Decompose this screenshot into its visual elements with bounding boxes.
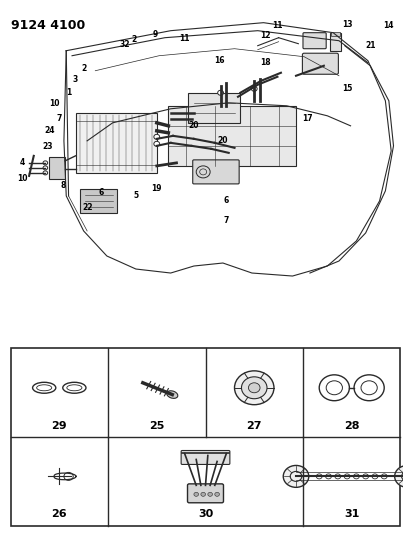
Bar xyxy=(188,93,240,123)
Text: 11: 11 xyxy=(179,34,190,43)
Circle shape xyxy=(201,492,206,496)
FancyBboxPatch shape xyxy=(193,160,239,184)
Bar xyxy=(169,106,296,166)
Text: 3: 3 xyxy=(73,75,78,84)
Text: 9: 9 xyxy=(153,30,158,39)
Circle shape xyxy=(242,377,267,399)
Text: 10: 10 xyxy=(17,174,28,183)
Circle shape xyxy=(381,474,387,479)
Circle shape xyxy=(248,383,260,393)
Circle shape xyxy=(372,474,378,479)
Text: 20: 20 xyxy=(218,136,228,146)
Circle shape xyxy=(43,161,48,165)
Text: 20: 20 xyxy=(189,122,199,131)
Text: 2: 2 xyxy=(81,64,86,73)
Circle shape xyxy=(344,474,350,479)
Text: 7: 7 xyxy=(57,114,62,123)
Text: 21: 21 xyxy=(365,41,376,50)
Text: 19: 19 xyxy=(152,184,162,193)
Circle shape xyxy=(316,474,322,479)
Circle shape xyxy=(335,474,341,479)
Circle shape xyxy=(43,166,48,170)
Text: 30: 30 xyxy=(198,509,213,519)
Circle shape xyxy=(154,141,159,147)
Circle shape xyxy=(43,171,48,175)
Text: 32: 32 xyxy=(119,40,129,49)
Circle shape xyxy=(395,465,411,487)
Circle shape xyxy=(215,492,219,496)
Text: 4: 4 xyxy=(19,158,25,167)
Bar xyxy=(49,157,65,179)
Text: 18: 18 xyxy=(261,58,271,67)
FancyBboxPatch shape xyxy=(181,450,230,464)
Text: 23: 23 xyxy=(42,142,53,151)
Text: 24: 24 xyxy=(45,126,55,135)
Text: 15: 15 xyxy=(342,84,352,93)
Text: 1: 1 xyxy=(66,88,71,98)
Text: 28: 28 xyxy=(344,421,360,431)
Circle shape xyxy=(235,371,274,405)
Bar xyxy=(80,189,117,213)
Text: 26: 26 xyxy=(51,509,67,519)
Text: 12: 12 xyxy=(261,31,271,40)
FancyBboxPatch shape xyxy=(187,484,224,503)
Text: 11: 11 xyxy=(272,21,283,30)
Circle shape xyxy=(218,90,224,95)
Ellipse shape xyxy=(167,391,178,398)
Circle shape xyxy=(283,465,309,487)
Bar xyxy=(331,31,340,36)
Text: 9124 4100: 9124 4100 xyxy=(11,19,85,31)
Text: 31: 31 xyxy=(344,509,359,519)
Text: 5: 5 xyxy=(133,191,139,200)
Text: 10: 10 xyxy=(49,99,60,108)
Text: 25: 25 xyxy=(149,421,164,431)
Text: 13: 13 xyxy=(342,20,352,29)
Circle shape xyxy=(326,474,331,479)
Bar xyxy=(330,33,341,51)
Text: 16: 16 xyxy=(214,56,225,65)
FancyBboxPatch shape xyxy=(303,33,326,49)
FancyBboxPatch shape xyxy=(302,53,338,74)
Bar xyxy=(76,113,157,173)
Circle shape xyxy=(208,492,212,496)
Text: 2: 2 xyxy=(131,35,136,44)
Text: 7: 7 xyxy=(224,216,229,225)
Circle shape xyxy=(194,492,199,496)
Circle shape xyxy=(353,474,359,479)
Text: 17: 17 xyxy=(302,114,313,123)
Text: 6: 6 xyxy=(224,197,229,205)
Text: 6: 6 xyxy=(98,188,104,197)
Circle shape xyxy=(363,474,369,479)
Text: 27: 27 xyxy=(247,421,262,431)
Text: 22: 22 xyxy=(82,204,92,213)
Circle shape xyxy=(252,86,257,91)
Text: 14: 14 xyxy=(383,21,394,30)
Text: 8: 8 xyxy=(60,181,65,190)
Text: 29: 29 xyxy=(51,421,67,431)
Circle shape xyxy=(154,134,159,139)
